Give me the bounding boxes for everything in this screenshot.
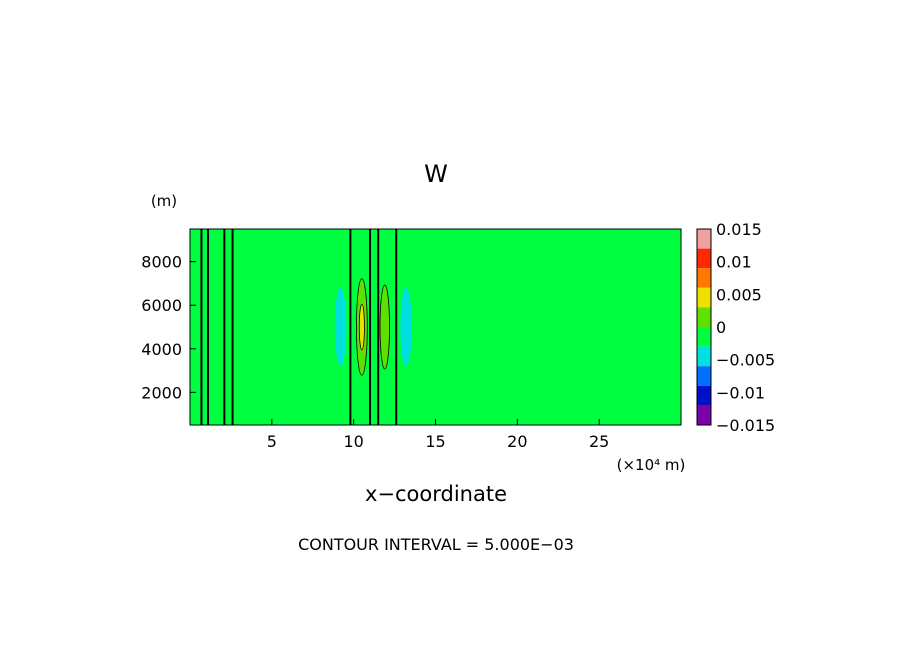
y-tick-label: 6000 [141,296,182,315]
colorbar-segment [697,229,711,249]
contour-lines [200,229,398,425]
colorbar-segment [697,268,711,288]
x-unit-label: (×10⁴ m) [617,456,686,474]
x-axis-label: x−coordinate [365,482,507,506]
plot-area: 5 10 15 20 25 2000 4000 6000 8000 [141,228,682,451]
x-tick-label: 10 [343,432,363,451]
colorbar-tick-label: 0.015 [716,220,762,239]
x-tick-label: 25 [589,432,609,451]
y-tick-label: 2000 [141,383,182,402]
updraft-1-band-2 [358,303,365,351]
x-tick-label: 5 [267,432,277,451]
colorbar-tick-label: 0.005 [716,285,762,304]
y-axis-ticks: 2000 4000 6000 8000 [141,253,196,402]
downdraft-2-halo [400,287,412,367]
x-tick-label: 20 [507,432,527,451]
chart-title: W [424,160,448,188]
colorbar-tick-label: −0.015 [716,416,775,435]
colorbar-segment [697,385,711,406]
feature-updraft-1 [354,261,370,393]
colorbar-segment [697,248,711,269]
feature-downdraft-2 [400,287,412,367]
colorbar-tick-label: 0 [716,318,726,337]
feature-downdraft-1 [334,287,347,367]
colorbar: −0.015 −0.01 −0.005 0 0.005 0.01 0.015 [696,220,775,435]
colorbar-segment [697,346,711,367]
colorbar-segment [697,307,711,327]
colorbar-tick-label: −0.01 [716,383,765,402]
contour-interval-note: CONTOUR INTERVAL = 5.000E−03 [298,535,574,554]
colorbar-segment [697,287,711,308]
y-tick-label: 4000 [141,340,182,359]
colorbar-segment [697,327,711,347]
colorbar-segment [697,366,711,386]
plot-background [190,229,681,425]
downdraft-1-halo [334,287,347,367]
colorbar-segment [697,405,711,425]
colorbar-tick-label: 0.01 [716,253,752,272]
y-tick-label: 8000 [141,253,182,272]
x-tick-label: 15 [425,432,445,451]
colorbar-frame [696,228,712,426]
colorbar-tick-label: −0.005 [716,351,775,370]
updraft-2-band-1 [379,284,390,370]
contour-features [334,261,412,393]
y-unit-label: (m) [151,192,177,210]
x-axis-ticks: 5 10 15 20 25 [267,419,609,451]
feature-updraft-2 [377,261,393,393]
